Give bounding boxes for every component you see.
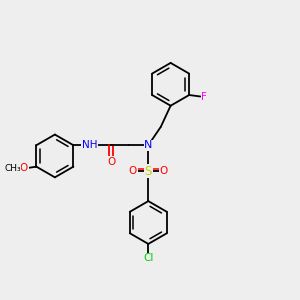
Text: NH: NH — [82, 140, 98, 150]
Text: Cl: Cl — [143, 253, 154, 263]
Text: O: O — [107, 157, 115, 166]
Text: CH₃: CH₃ — [4, 164, 21, 172]
Text: F: F — [201, 92, 207, 101]
Text: S: S — [145, 165, 152, 178]
Text: N: N — [144, 140, 152, 150]
Text: O: O — [129, 167, 137, 176]
Text: O: O — [20, 163, 28, 173]
Text: O: O — [160, 167, 168, 176]
